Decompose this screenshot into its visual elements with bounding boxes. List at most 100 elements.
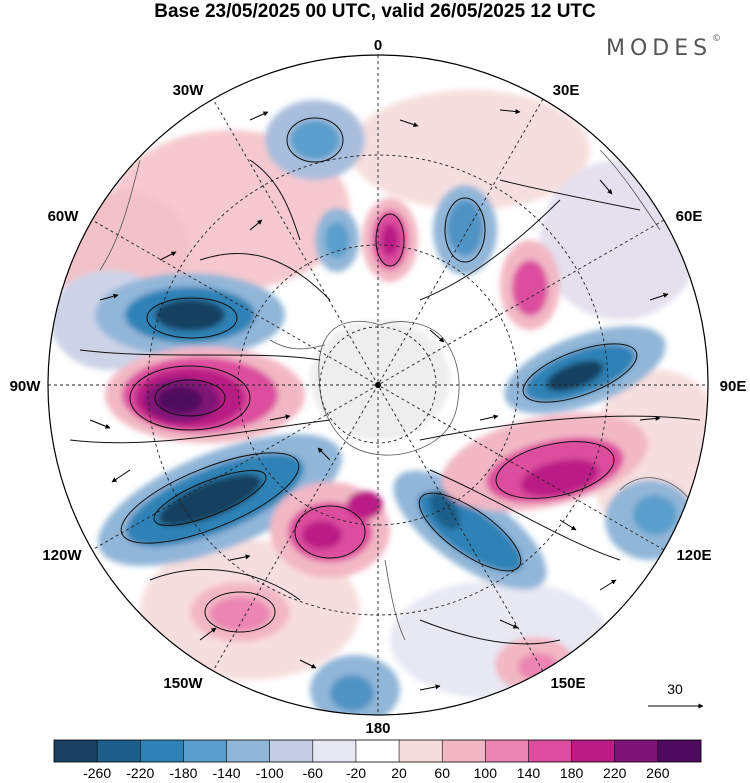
lon-label-150w: 150W [163,675,203,692]
colorbar-tick-label: 220 [603,765,627,781]
colorbar-tick-label: -180 [169,765,197,781]
colorbar-tick-label: -60 [303,765,323,781]
colorbar-tick-label: 20 [391,765,407,781]
lon-label-120e: 120E [676,547,711,564]
lon-label-60w: 60W [48,208,80,225]
south-pole-marker [375,382,381,388]
colorbar-swatch [571,740,616,762]
antarctic-peninsula [269,339,326,350]
streamline-loop [522,343,638,403]
wind-arrow [199,627,217,641]
streamline-loop [146,297,238,339]
streamline [419,415,701,441]
lon-label-90e: 90E [720,378,747,395]
brand-mark: © [712,34,722,44]
colorbar-tick-label: 100 [474,765,498,781]
anomaly-positive-core [302,521,342,549]
modes-logo: MODES© [606,34,721,61]
colorbar-swatch [442,740,486,762]
wind-arrow [299,659,317,669]
colorbar: -260 -220 -180 -140 -100 -60 -20 20 60 100 140 180 2… [53,739,702,781]
ross-sea-coast [384,559,406,641]
wind-vectors [89,109,669,691]
wind-arrow [249,111,269,121]
wind-arrow [479,414,499,421]
map-disc [48,55,708,715]
colorbar-tick-label: 60 [434,765,450,781]
anomaly-negative-core [290,120,340,160]
wind-arrow [649,293,669,301]
colorbar-swatch [140,740,184,762]
colorbar-tick-label: 140 [517,765,541,781]
wind-arrow [419,684,441,691]
colorbar-swatch [97,740,141,762]
streamline-loop [204,591,276,633]
streamline-loop [375,213,405,267]
wind-reference-label: 30 [667,681,683,697]
anomaly-positive-core [347,491,383,519]
wind-arrow [229,554,251,561]
colorbar-swatch [312,740,357,762]
longitude-labels: 0 30E 60E 90E 120E 150E 180 150W 120W 90… [10,37,747,737]
streamline [499,179,641,211]
anomaly-negative-core [546,360,604,392]
colorbar-swatch [269,740,314,762]
wind-arrow [599,179,613,195]
streamline-loop [129,365,251,431]
south-america-coast [99,159,141,271]
wind-arrow [317,447,331,461]
colorbar-swatch [226,740,270,762]
streamline-loop [418,492,522,572]
anomaly-negative-core [429,490,461,530]
wind-arrow [159,251,177,261]
colorbar-tick-label: -260 [83,765,111,781]
wind-arrow [429,329,445,343]
anomaly-negative-core [158,474,262,526]
streamline-loop [153,470,267,526]
wind-arrow [269,414,291,421]
lon-label-30e: 30E [553,82,580,99]
wind-arrow [499,109,521,115]
streamline [69,419,331,444]
colorbar-swatch [528,740,572,762]
wind-arrow [89,419,111,429]
colorbar-tick-label: -20 [346,765,366,781]
colorbar-swatch [355,740,400,762]
wind-streamlines [69,117,701,645]
streamline-loop [154,379,226,417]
colorbar-tick-label: 180 [560,765,584,781]
lon-label-120w: 120W [42,547,82,564]
streamline [249,159,301,241]
africa-coast [599,149,661,231]
colorbar-swatch [399,740,443,762]
brand-name: MODES [606,36,713,61]
anomaly-negative-region [540,160,700,320]
lon-label-150e: 150E [550,675,585,692]
map-border [47,54,709,716]
colorbar-swatch [485,740,529,762]
anomaly-negative-core [155,299,225,331]
colorbar-swatch [54,740,98,762]
wind-arrow [249,219,263,231]
anomaly-positive-region [350,90,590,210]
colorbar-tick-label: 260 [646,765,670,781]
streamline [149,569,301,601]
streamline-loop [495,441,615,499]
colorbar-swatch [657,740,702,762]
colorbar-swatch [614,740,659,762]
lon-label-90w: 90W [10,378,42,395]
colorbar-swatch [183,740,227,762]
wind-arrow [99,293,119,301]
colorbar-tick-label: -220 [126,765,154,781]
streamline-loop [294,505,366,559]
chart-title: Base 23/05/2025 00 UTC, valid 26/05/2025… [154,1,596,22]
anomaly-negative-core [325,222,349,258]
streamline-loop [286,117,344,163]
anomaly-positive-core [158,387,202,413]
streamline [429,469,621,561]
lon-label-180: 180 [365,720,390,737]
colorbar-tick-label: -140 [213,765,241,781]
streamline [79,349,321,361]
anomaly-positive-core [381,224,399,256]
